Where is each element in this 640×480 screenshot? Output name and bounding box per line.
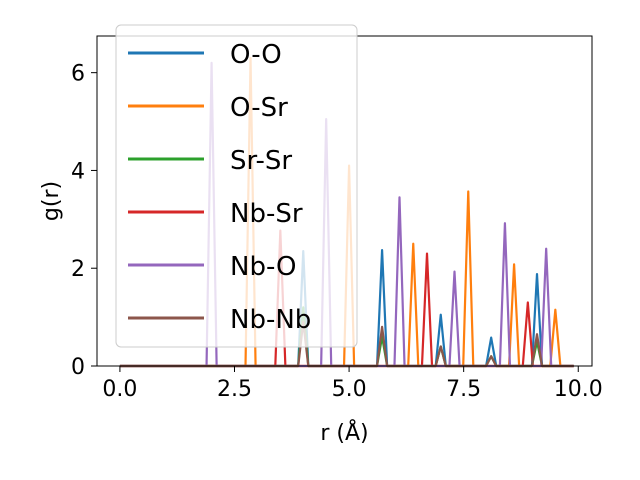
y-tick-label: 4 xyxy=(71,159,85,184)
legend-label: Nb-Nb xyxy=(230,305,311,335)
x-tick-label: 0.0 xyxy=(102,377,137,402)
legend-label: O-Sr xyxy=(230,93,288,123)
series-line-nb-nb xyxy=(119,320,574,368)
y-tick-label: 2 xyxy=(71,257,85,282)
y-tick-label: 6 xyxy=(71,62,85,87)
legend-label: Sr-Sr xyxy=(230,146,292,176)
y-tick-label: 0 xyxy=(71,355,85,380)
x-tick-label: 7.5 xyxy=(446,377,481,402)
x-tick-label: 2.5 xyxy=(217,377,252,402)
x-tick-label: 5.0 xyxy=(332,377,367,402)
y-axis-label: g(r) xyxy=(39,181,64,221)
legend-box xyxy=(115,24,358,348)
x-tick-label: 10.0 xyxy=(554,377,603,402)
y-axis: 0 2 4 6 xyxy=(71,62,97,380)
legend-label: O-O xyxy=(230,40,282,70)
legend-label: Nb-O xyxy=(230,252,297,282)
x-axis: 0.0 2.5 5.0 7.5 10.0 xyxy=(102,366,603,402)
legend-label: Nb-Sr xyxy=(230,199,303,229)
legend: O-O O-Sr Sr-Sr Nb-Sr Nb-O Nb-Nb xyxy=(115,24,358,348)
x-axis-label: r (Å) xyxy=(320,419,368,446)
